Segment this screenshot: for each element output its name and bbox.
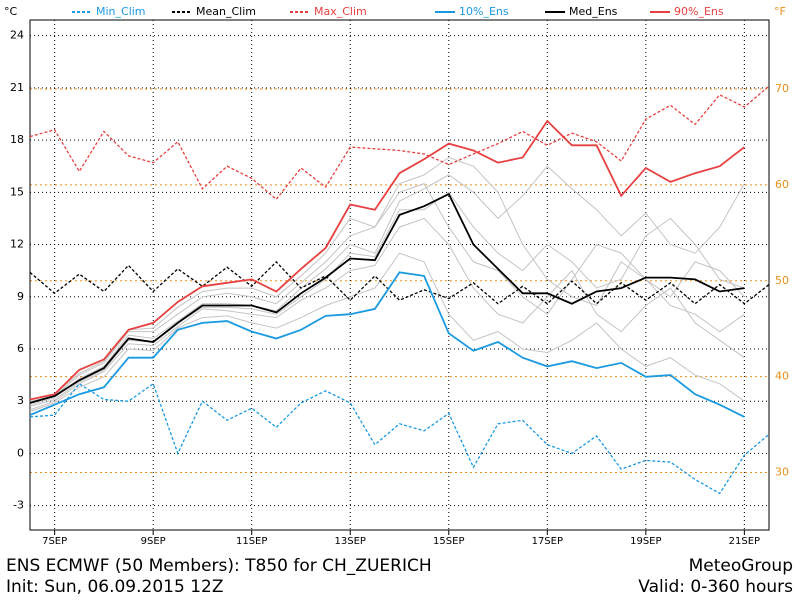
legend-label: 10%_Ens — [459, 5, 509, 18]
member-line — [29, 156, 745, 404]
x-tick-label: 11SEP — [236, 536, 267, 547]
y-tick-label: 0 — [17, 446, 24, 459]
footer-brand: MeteoGroup — [689, 556, 793, 576]
y2-tick-label: 40 — [775, 370, 789, 383]
right-unit: °F — [774, 5, 786, 18]
legend-label: 90%_Ens — [674, 5, 724, 18]
member-line — [29, 252, 745, 413]
legend-label: Max_Clim — [314, 5, 367, 18]
y2-tick-label: 70 — [775, 82, 789, 95]
y-tick-label: 6 — [17, 342, 24, 355]
x-tick-label: 21SEP — [729, 536, 760, 547]
series-line — [29, 260, 770, 305]
footer-valid: Valid: 0-360 hours — [638, 577, 793, 597]
y-tick-label: 12 — [10, 238, 24, 251]
series-line — [29, 119, 745, 401]
legend-label: Med_Ens — [569, 5, 618, 18]
x-tick-label: 13SEP — [335, 536, 366, 547]
legend-label: Min_Clim — [96, 5, 146, 18]
footer-init: Init: Sun, 06.09.2015 12Z — [6, 577, 223, 597]
series-line — [29, 85, 770, 201]
y-tick-label: 9 — [17, 290, 24, 303]
y-tick-label: 18 — [10, 133, 24, 146]
y-tick-label: -3 — [13, 499, 24, 512]
left-unit: °C — [4, 5, 18, 18]
series-line — [29, 271, 745, 418]
x-tick-label: 15SEP — [433, 536, 464, 547]
plot-frame — [29, 19, 770, 531]
footer-title: ENS ECMWF (50 Members): T850 for CH_ZUER… — [6, 556, 432, 576]
series-line — [29, 382, 770, 495]
y2-tick-label: 50 — [775, 274, 789, 287]
legend-label: Mean_Clim — [196, 5, 256, 18]
x-tick-label: 19SEP — [630, 536, 661, 547]
y-tick-label: 15 — [10, 185, 24, 198]
y-tick-label: 24 — [10, 29, 24, 42]
y-tick-label: 21 — [10, 81, 24, 94]
y-tick-label: 3 — [17, 394, 24, 407]
y2-tick-label: 60 — [775, 178, 789, 191]
x-tick-label: 9SEP — [141, 536, 166, 547]
member-line — [29, 182, 745, 402]
series-line — [29, 192, 745, 404]
y2-tick-label: 30 — [775, 465, 789, 478]
member-line — [29, 217, 745, 411]
x-tick-label: 17SEP — [532, 536, 563, 547]
x-tick-label: 7SEP — [42, 536, 67, 547]
member-line — [29, 165, 745, 406]
